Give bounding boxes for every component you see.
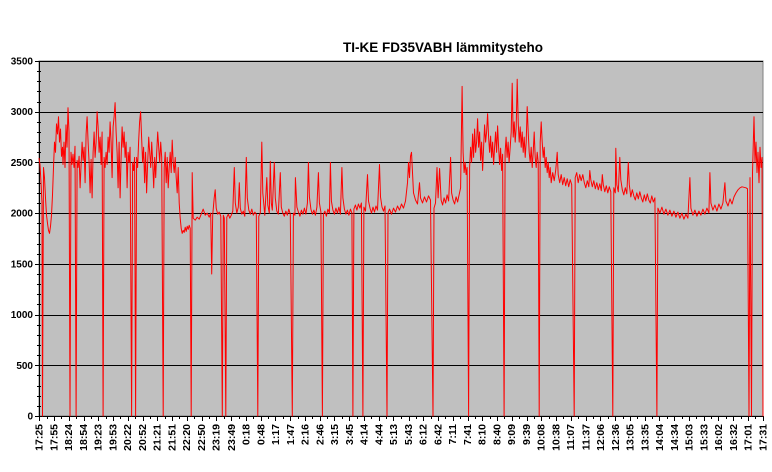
svg-text:3:15: 3:15 [329,424,341,445]
svg-text:4:44: 4:44 [374,424,386,445]
svg-text:19:23: 19:23 [93,424,105,451]
svg-text:15:33: 15:33 [698,424,710,451]
svg-text:1000: 1000 [11,310,34,321]
svg-text:20:52: 20:52 [137,424,149,451]
x-axis [39,416,764,421]
svg-text:18:24: 18:24 [63,424,75,451]
series-line [38,78,764,417]
svg-text:17:01: 17:01 [743,424,755,451]
svg-text:21:21: 21:21 [152,424,164,451]
svg-text:21:51: 21:51 [167,424,179,451]
svg-text:22:20: 22:20 [181,424,193,451]
svg-text:2:46: 2:46 [314,424,326,445]
svg-text:500: 500 [16,361,33,372]
svg-text:2500: 2500 [11,158,34,169]
svg-text:14:04: 14:04 [654,424,666,451]
svg-text:10:08: 10:08 [536,424,548,451]
svg-text:2000: 2000 [11,209,34,220]
svg-text:17:25: 17:25 [34,424,46,451]
svg-text:11:37: 11:37 [580,424,592,450]
svg-text:12:06: 12:06 [595,424,607,451]
svg-text:13:05: 13:05 [624,424,636,451]
svg-text:3000: 3000 [11,107,34,118]
chart-title: TI-KE FD35VABH lämmitysteho [342,40,544,55]
svg-text:7:11: 7:11 [447,424,459,445]
svg-text:0:18: 0:18 [240,424,252,445]
svg-text:8:40: 8:40 [492,424,504,445]
svg-text:19:53: 19:53 [108,424,120,451]
svg-text:0:48: 0:48 [255,424,267,445]
svg-text:0: 0 [27,412,33,423]
svg-text:23:49: 23:49 [226,424,238,451]
svg-text:3500: 3500 [11,57,34,68]
svg-text:4:14: 4:14 [358,424,370,445]
svg-text:16:32: 16:32 [728,424,740,451]
svg-text:9:39: 9:39 [521,424,533,445]
y-tick-labels: 0 500 1000 1500 2000 2500 3000 3500 [11,57,34,423]
svg-text:23:19: 23:19 [211,424,223,451]
svg-text:11:07: 11:07 [565,424,577,450]
svg-text:22:50: 22:50 [196,424,208,451]
svg-text:6:12: 6:12 [418,424,430,445]
svg-text:17:55: 17:55 [49,424,61,451]
svg-text:20:22: 20:22 [122,424,134,451]
svg-text:5:13: 5:13 [388,424,400,445]
svg-text:2:16: 2:16 [299,424,311,445]
svg-text:9:09: 9:09 [506,424,518,445]
svg-text:6:42: 6:42 [433,424,445,445]
plot-background [38,60,764,417]
svg-text:10:38: 10:38 [551,424,563,451]
svg-text:13:35: 13:35 [639,424,651,451]
svg-text:3:45: 3:45 [344,424,356,445]
svg-text:14:34: 14:34 [669,424,681,451]
svg-text:1:47: 1:47 [285,424,297,445]
svg-text:15:03: 15:03 [683,424,695,451]
svg-text:12:36: 12:36 [610,424,622,451]
svg-text:8:10: 8:10 [477,424,489,445]
svg-text:17:31: 17:31 [758,424,770,451]
svg-text:7:41: 7:41 [462,424,474,445]
svg-text:1:17: 1:17 [270,424,282,445]
x-tick-labels: 17:25 17:55 18:24 18:54 19:23 19:53 20:22 20:52… [34,424,770,451]
svg-text:18:54: 18:54 [78,424,90,451]
svg-text:5:43: 5:43 [403,424,415,445]
svg-text:16:02: 16:02 [713,424,725,451]
svg-text:1500: 1500 [11,259,34,270]
